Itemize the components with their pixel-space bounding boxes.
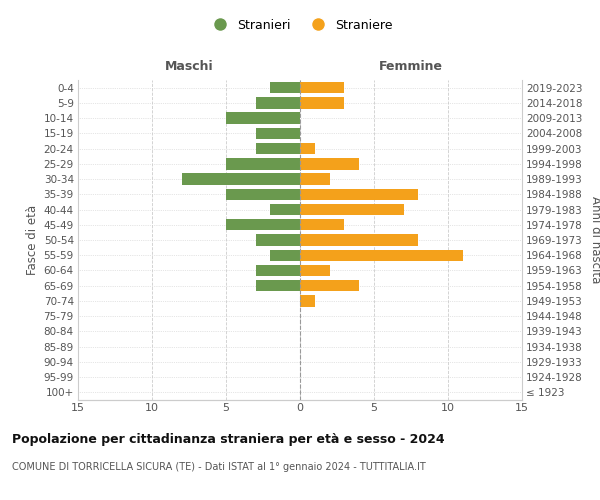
Bar <box>300 219 344 230</box>
Bar <box>300 82 344 94</box>
Bar <box>271 82 300 94</box>
Bar <box>300 250 463 261</box>
Bar <box>300 188 418 200</box>
Bar <box>256 280 300 291</box>
Bar <box>271 250 300 261</box>
Y-axis label: Anni di nascita: Anni di nascita <box>589 196 600 284</box>
Bar <box>226 188 300 200</box>
Bar <box>182 174 300 185</box>
Bar <box>256 234 300 246</box>
Bar <box>256 265 300 276</box>
Legend: Stranieri, Straniere: Stranieri, Straniere <box>202 14 398 37</box>
Bar <box>226 219 300 230</box>
Bar <box>256 97 300 108</box>
Text: Femmine: Femmine <box>379 60 443 72</box>
Bar <box>300 234 418 246</box>
Bar <box>300 280 359 291</box>
Bar <box>226 112 300 124</box>
Bar <box>256 143 300 154</box>
Bar <box>300 158 359 170</box>
Bar <box>300 265 329 276</box>
Bar <box>300 97 344 108</box>
Bar <box>300 204 404 215</box>
Text: Popolazione per cittadinanza straniera per età e sesso - 2024: Popolazione per cittadinanza straniera p… <box>12 432 445 446</box>
Bar <box>300 174 329 185</box>
Bar <box>256 128 300 139</box>
Text: COMUNE DI TORRICELLA SICURA (TE) - Dati ISTAT al 1° gennaio 2024 - TUTTITALIA.IT: COMUNE DI TORRICELLA SICURA (TE) - Dati … <box>12 462 426 472</box>
Bar <box>271 204 300 215</box>
Y-axis label: Fasce di età: Fasce di età <box>26 205 40 275</box>
Text: Maschi: Maschi <box>164 60 214 72</box>
Bar <box>300 143 315 154</box>
Bar <box>226 158 300 170</box>
Bar <box>300 295 315 306</box>
